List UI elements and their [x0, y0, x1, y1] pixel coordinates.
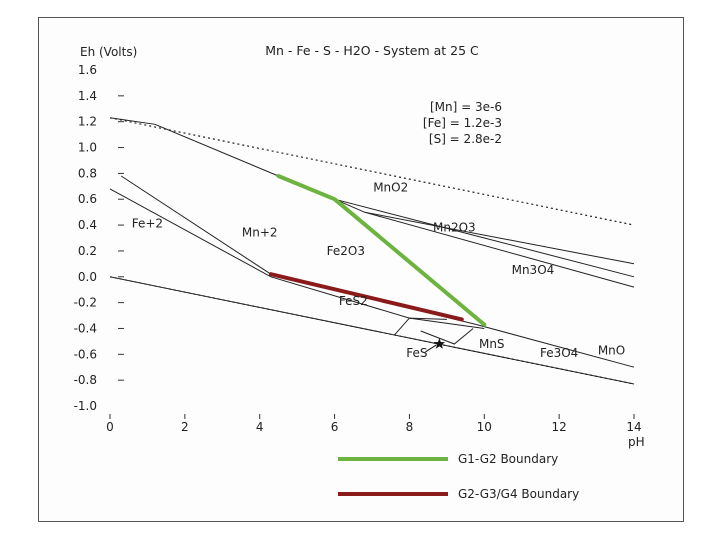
field-label: Fe+2 — [132, 217, 163, 231]
y-tick-label: -0.4 — [74, 321, 97, 335]
x-axis-label: pH — [628, 435, 645, 449]
star-icon — [433, 338, 446, 349]
legend-label: G2-G3/G4 Boundary — [458, 487, 579, 501]
y-tick-label: -0.8 — [74, 373, 97, 387]
x-tick-label: 4 — [256, 420, 264, 434]
boundary-line — [109, 276, 635, 385]
y-axis: 1.6 1.4 1.2 1.0 0.8 0.6 0.4 0.2 0.0 -0.2 -0.4 -0.6 -… — [74, 63, 124, 413]
chart-frame — [38, 17, 684, 522]
x-tick-label: 2 — [181, 420, 189, 434]
boundary-line — [476, 324, 635, 368]
y-tick-label: 0.4 — [78, 218, 97, 232]
highlight-series — [268, 174, 487, 327]
boundary-line — [109, 117, 635, 278]
field-label: FeS — [406, 346, 427, 360]
boundary-line — [420, 328, 474, 345]
x-tick-label: 12 — [552, 420, 567, 434]
x-tick-label: 0 — [106, 420, 114, 434]
conditions-box: [Mn] = 3e-6 [Fe] = 1.2e-3 [S] = 2.8e-2 — [423, 100, 502, 146]
condition-line: [Fe] = 1.2e-3 — [423, 116, 502, 130]
y-tick-label: 1.0 — [78, 141, 97, 155]
field-label: MnO — [598, 343, 625, 357]
y-tick-label: -0.2 — [74, 296, 97, 310]
y-tick-label: 1.4 — [78, 89, 97, 103]
boundary-line — [394, 317, 447, 336]
field-label: Mn2O3 — [433, 221, 476, 235]
boundary-line — [334, 198, 635, 265]
y-tick-label: 0.0 — [78, 270, 97, 284]
marker-pointer — [425, 344, 437, 353]
y-tick-label: 1.2 — [78, 115, 97, 129]
field-label: Mn+2 — [242, 226, 278, 240]
series-g2-g3-g4-line — [268, 272, 464, 322]
y-tick-label: -1.0 — [74, 399, 97, 413]
field-label: Fe3O4 — [540, 346, 578, 360]
star-marker — [425, 338, 446, 353]
x-tick-label: 14 — [626, 420, 641, 434]
field-label: Fe2O3 — [327, 244, 365, 258]
x-axis: 0 2 4 6 8 10 12 14 — [106, 414, 642, 434]
series-g1-g2-line — [276, 174, 487, 327]
field-label: MnS — [479, 337, 505, 351]
field-label: MnO2 — [373, 180, 408, 194]
water-limit-upper — [109, 117, 635, 226]
y-tick-label: 0.2 — [78, 244, 97, 258]
chart-title: Mn - Fe - S - H2O - System at 25 C — [265, 43, 479, 58]
y-tick-label: 1.6 — [78, 63, 97, 77]
condition-line: [Mn] = 3e-6 — [430, 100, 502, 114]
boundary-line — [120, 175, 272, 275]
phase-boundaries — [109, 117, 635, 385]
field-label: FeS2 — [339, 294, 368, 308]
legend-label: G1-G2 Boundary — [458, 452, 558, 466]
x-tick-label: 8 — [406, 420, 414, 434]
x-tick-label: 10 — [477, 420, 492, 434]
condition-line: [S] = 2.8e-2 — [429, 132, 502, 146]
y-tick-label: 0.6 — [78, 192, 97, 206]
y-axis-label: Eh (Volts) — [80, 45, 137, 59]
water-stability-limits — [109, 117, 635, 385]
x-tick-label: 6 — [331, 420, 339, 434]
y-tick-label: 0.8 — [78, 166, 97, 180]
legend: G1-G2 Boundary G2-G3/G4 Boundary — [338, 452, 579, 501]
boundary-line — [109, 188, 485, 329]
field-labels: Fe+2 Mn+2 MnO2 Mn2O3 Fe2O3 Mn3O4 FeS2 MnS FeS Fe3… — [132, 180, 625, 359]
y-tick-label: -0.6 — [74, 347, 97, 361]
boundary-line — [364, 211, 635, 288]
field-label: Mn3O4 — [512, 263, 555, 277]
